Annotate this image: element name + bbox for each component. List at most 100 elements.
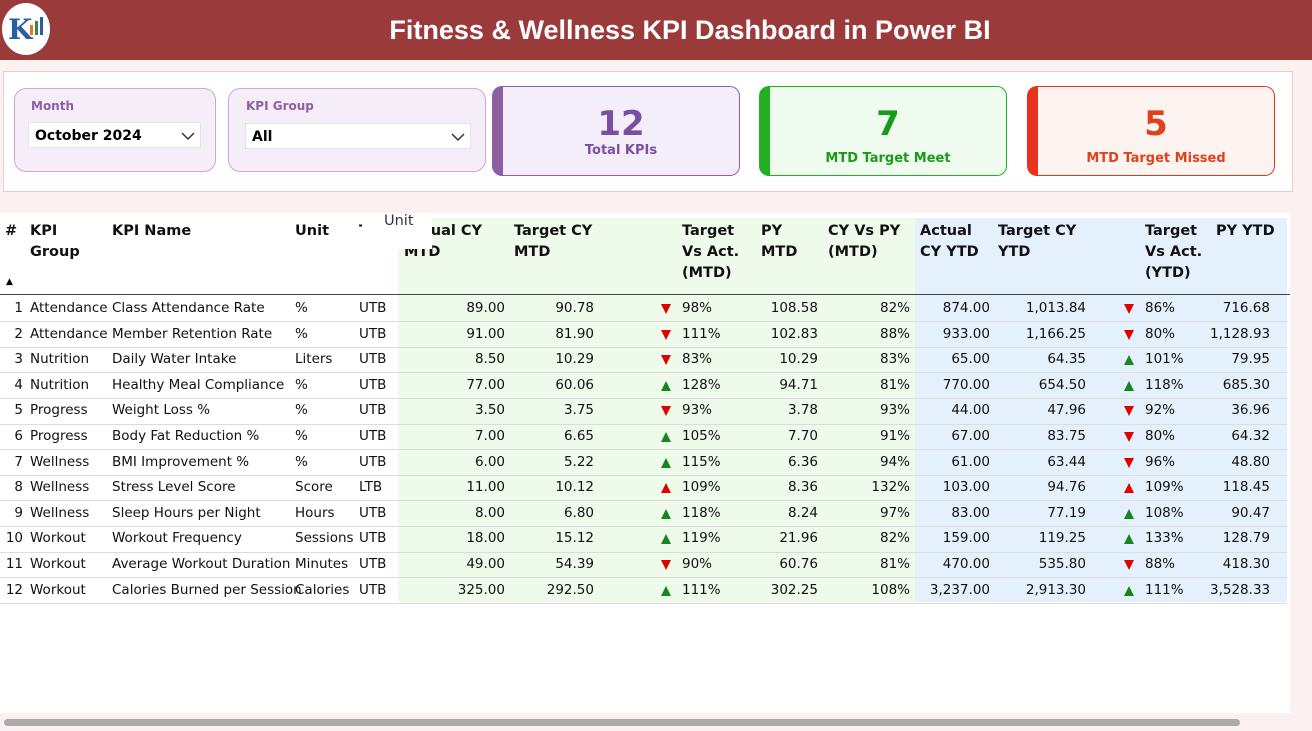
arrow-shape bbox=[1124, 304, 1134, 314]
status-arrow bbox=[661, 585, 671, 596]
table-cell: UTB bbox=[359, 530, 387, 547]
row-divider bbox=[0, 525, 1287, 527]
table-cell: Nutrition bbox=[30, 376, 90, 393]
table-cell: 11.00 bbox=[466, 479, 505, 496]
arrow-shape bbox=[1124, 406, 1134, 417]
table-cell: % bbox=[295, 300, 308, 316]
table-cell: 1,128.93 bbox=[1210, 325, 1271, 342]
arrow-shape bbox=[661, 483, 671, 494]
table-cell: Score bbox=[295, 479, 333, 496]
table-cell: 5 bbox=[14, 402, 23, 419]
dropdown[interactable]: All bbox=[245, 123, 471, 149]
row-divider bbox=[0, 474, 1287, 476]
table-cell: 118% bbox=[682, 504, 721, 521]
scrollbar[interactable] bbox=[4, 719, 1240, 726]
arrow-shape bbox=[661, 585, 671, 596]
table-cell: 10.12 bbox=[555, 479, 594, 496]
arrow-shape bbox=[661, 534, 671, 545]
arrow-shape bbox=[661, 432, 671, 442]
arrow-shape bbox=[661, 304, 671, 314]
table-cell: 36.96 bbox=[1231, 402, 1270, 419]
table-cell: 111% bbox=[682, 325, 721, 342]
status-arrow bbox=[661, 304, 671, 314]
table-cell: Workout Frequency bbox=[112, 530, 242, 547]
row-divider bbox=[0, 346, 1287, 348]
table-cell: 83% bbox=[682, 351, 713, 368]
status-arrow bbox=[1124, 585, 1134, 596]
kpi-card: 12 Total KPIs bbox=[492, 86, 740, 176]
column-header: Unit bbox=[295, 223, 329, 239]
status-arrow bbox=[1124, 304, 1134, 314]
column-header: # bbox=[5, 223, 18, 239]
table-cell: 90% bbox=[682, 556, 713, 572]
table-cell: Nutrition bbox=[30, 351, 90, 368]
arrow-shape bbox=[1124, 457, 1134, 468]
sort-indicator: ▲ bbox=[6, 277, 13, 287]
table-cell: Sessions bbox=[295, 530, 354, 547]
status-arrow bbox=[661, 560, 671, 570]
status-arrow bbox=[661, 406, 671, 417]
table-cell: 81% bbox=[879, 556, 910, 572]
table-cell: Attendance bbox=[30, 325, 108, 342]
title: Fitness & Wellness KPI Dashboard in Powe… bbox=[389, 15, 991, 45]
card-label: Total KPIs bbox=[584, 143, 658, 158]
column-header: PY YTD bbox=[1216, 223, 1275, 239]
table-cell: Wellness bbox=[30, 453, 90, 470]
table-cell: 94% bbox=[879, 453, 910, 470]
column-header: Actual CY YTD bbox=[920, 223, 979, 260]
table-cell: 654.50 bbox=[1038, 376, 1086, 393]
card-value: 12 bbox=[597, 104, 645, 144]
row-divider bbox=[0, 551, 1287, 553]
table-cell: 6.00 bbox=[474, 453, 505, 470]
status-arrow bbox=[1124, 534, 1134, 545]
table-cell: 7.70 bbox=[787, 428, 818, 444]
table-cell: 82% bbox=[879, 530, 910, 547]
status-arrow bbox=[1124, 406, 1134, 417]
table-cell: 10.29 bbox=[779, 351, 818, 368]
table-cell: Progress bbox=[30, 402, 88, 419]
card-label: MTD Target Meet bbox=[825, 151, 951, 166]
row-divider bbox=[0, 397, 1287, 399]
table-cell: 65.00 bbox=[951, 351, 990, 368]
status-arrow bbox=[661, 355, 671, 366]
column-header: Target CY YTD bbox=[998, 223, 1077, 260]
dropdown-chevron[interactable] bbox=[451, 132, 465, 142]
status-arrow bbox=[661, 432, 671, 442]
table-cell: 93% bbox=[682, 402, 713, 419]
arrow-shape bbox=[661, 457, 671, 468]
column-header: Target CY MTD bbox=[514, 223, 593, 260]
dropdown[interactable]: October 2024 bbox=[28, 122, 201, 148]
column-header: KPI Group bbox=[30, 223, 80, 260]
table-cell: 119.25 bbox=[1038, 530, 1086, 547]
table-cell: % bbox=[295, 325, 308, 342]
table-cell: 80% bbox=[1145, 325, 1176, 342]
table-cell: Calories Burned per Session bbox=[112, 581, 302, 598]
arrow-shape bbox=[661, 560, 671, 570]
table-cell: 92% bbox=[1145, 402, 1176, 419]
row-divider bbox=[0, 321, 1287, 323]
table-cell: 89.00 bbox=[466, 300, 505, 316]
table-cell: 15.12 bbox=[555, 530, 594, 547]
table-cell: 132% bbox=[871, 479, 910, 496]
table-cell: Average Workout Duration bbox=[112, 556, 291, 572]
card-value: 7 bbox=[876, 104, 900, 144]
logo: K bbox=[2, 3, 50, 55]
table-cell: Attendance bbox=[30, 300, 108, 316]
status-arrow bbox=[1124, 432, 1134, 442]
table-cell: UTB bbox=[359, 351, 387, 368]
table-cell: 77.00 bbox=[466, 376, 505, 393]
table-cell: 8.36 bbox=[787, 479, 818, 496]
table-cell: 98% bbox=[682, 300, 713, 316]
header-divider bbox=[0, 294, 1290, 295]
table-cell: 1,166.25 bbox=[1025, 325, 1086, 342]
table-cell: Progress bbox=[30, 428, 88, 444]
status-arrow bbox=[1124, 483, 1134, 494]
table-cell: 118% bbox=[1145, 376, 1184, 393]
table-cell: 128.79 bbox=[1222, 530, 1270, 547]
table-cell: 91% bbox=[879, 428, 910, 444]
table-cell: 874.00 bbox=[942, 300, 990, 316]
table-cell: 8.24 bbox=[787, 504, 818, 521]
ytd-band bbox=[915, 218, 1287, 602]
dropdown-chevron[interactable] bbox=[181, 131, 195, 141]
